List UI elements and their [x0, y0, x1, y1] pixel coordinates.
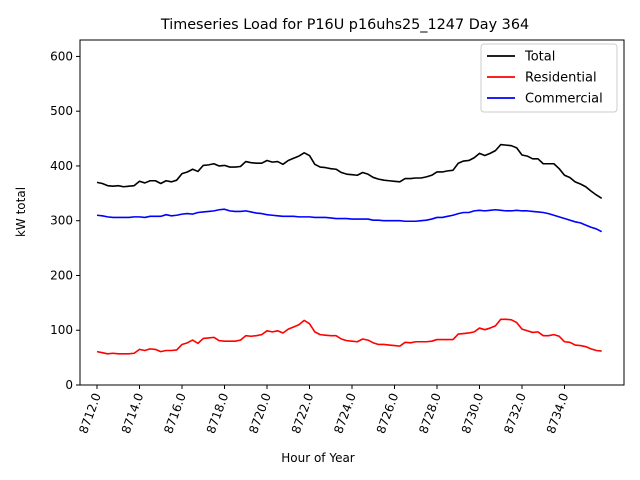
x-tick-label: 8716.0	[161, 391, 189, 435]
x-tick-label: 8720.0	[246, 391, 274, 435]
x-tick-label: 8712.0	[76, 391, 104, 435]
chart-title: Timeseries Load for P16U p16uhs25_1247 D…	[160, 17, 529, 33]
y-tick-label: 200	[50, 268, 73, 282]
x-tick-label: 8732.0	[501, 391, 529, 435]
series-line-total	[96, 143, 603, 199]
y-axis-ticks: 0 100 200 300 400 500 600	[50, 49, 80, 392]
x-tick-label: 8718.0	[204, 391, 232, 435]
x-tick-label: 8724.0	[331, 391, 359, 435]
chart-legend: Total Residential Commercial	[480, 43, 618, 113]
legend-label-total: Total	[524, 50, 555, 65]
legend-box	[480, 43, 618, 113]
y-tick-label: 100	[50, 323, 73, 337]
y-tick-label: 300	[50, 214, 73, 228]
y-tick-label: 400	[50, 159, 73, 173]
plot-lines	[96, 143, 603, 355]
x-tick-label: 8726.0	[374, 391, 402, 435]
legend-label-commercial: Commercial	[525, 92, 603, 107]
y-tick-label: 600	[50, 49, 73, 63]
x-tick-label: 8734.0	[544, 391, 572, 435]
x-tick-label: 8730.0	[459, 391, 487, 435]
y-tick-label: 500	[50, 104, 73, 118]
legend-label-residential: Residential	[525, 71, 597, 86]
y-axis-label: kW total	[14, 187, 28, 237]
x-axis-ticks: 8712.0 8714.0 8716.0 8718.0 8720.0 8722.0 8724…	[76, 385, 571, 435]
series-line-residential	[96, 318, 602, 355]
x-tick-label: 8714.0	[119, 391, 147, 435]
x-axis-label: Hour of Year	[281, 451, 355, 465]
y-tick-label: 0	[65, 378, 73, 392]
series-line-commercial	[96, 208, 603, 233]
x-tick-label: 8728.0	[416, 391, 444, 435]
x-tick-label: 8722.0	[289, 391, 317, 435]
